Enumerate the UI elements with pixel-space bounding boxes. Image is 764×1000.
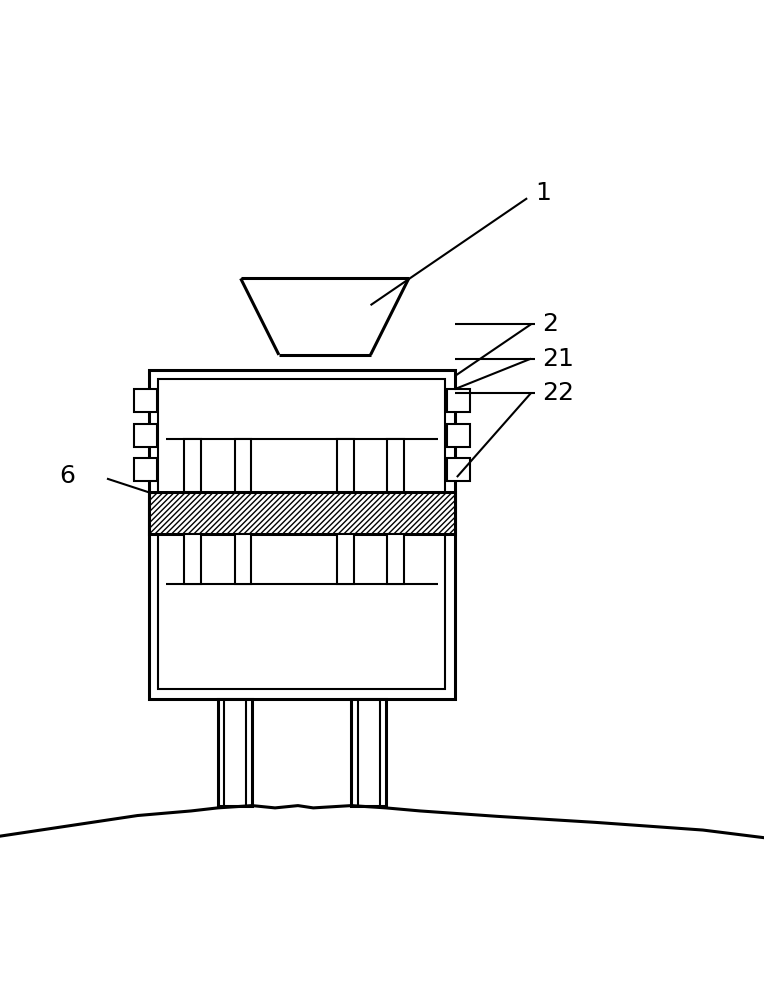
Bar bbox=[134, 424, 157, 447]
Bar bbox=[235, 439, 251, 492]
Bar bbox=[218, 699, 252, 806]
Bar bbox=[447, 458, 470, 481]
Bar bbox=[134, 458, 157, 481]
Bar bbox=[149, 492, 455, 534]
Bar bbox=[134, 389, 157, 412]
Text: 2: 2 bbox=[542, 312, 558, 336]
Bar bbox=[337, 439, 354, 492]
Text: 21: 21 bbox=[542, 347, 575, 371]
Bar bbox=[447, 424, 470, 447]
Bar bbox=[184, 534, 201, 584]
Text: 1: 1 bbox=[535, 181, 551, 205]
Bar bbox=[235, 534, 251, 584]
Bar bbox=[447, 389, 470, 412]
Text: 6: 6 bbox=[59, 464, 75, 488]
Bar bbox=[387, 439, 404, 492]
Bar bbox=[158, 379, 445, 689]
Bar bbox=[387, 534, 404, 584]
Bar bbox=[184, 439, 201, 492]
Bar bbox=[351, 699, 386, 806]
Bar bbox=[337, 534, 354, 584]
Bar bbox=[149, 370, 455, 699]
Text: 22: 22 bbox=[542, 381, 575, 405]
